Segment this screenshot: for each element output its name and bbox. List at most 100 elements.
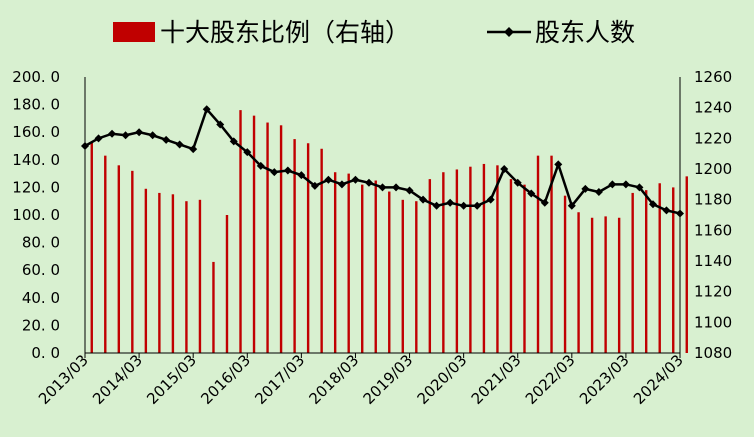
left-y-tick-label: 200. 0 [12, 68, 60, 86]
line-point [621, 180, 630, 189]
line-point [378, 183, 387, 192]
legend-line-label: 股东人数 [535, 18, 635, 47]
left-y-tick-label: 180. 0 [12, 96, 60, 114]
bar [577, 212, 580, 353]
left-y-tick-label: 100. 0 [12, 206, 60, 224]
bar [401, 199, 404, 353]
bar [117, 165, 121, 353]
left-y-tick-label: 160. 0 [12, 123, 60, 141]
x-tick-label: 2021/03 [468, 351, 525, 408]
line-point [432, 201, 441, 210]
bar [428, 179, 432, 353]
bar [563, 195, 567, 353]
bar [631, 192, 634, 353]
x-tick-label: 2017/03 [251, 351, 308, 408]
bar [509, 179, 513, 353]
x-tick-label: 2022/03 [522, 351, 579, 408]
line-point [189, 145, 198, 154]
line-point [337, 180, 346, 189]
bar [523, 184, 526, 353]
legend-bar-swatch [113, 22, 155, 42]
bar [293, 139, 296, 353]
line-point [162, 135, 171, 144]
bar [604, 216, 607, 353]
bar [212, 261, 215, 353]
line-point [676, 209, 684, 218]
bar [252, 115, 256, 353]
line-point [567, 201, 576, 210]
bar [171, 194, 175, 353]
bar [279, 125, 283, 353]
bar [225, 215, 229, 353]
line-point [527, 189, 536, 198]
bar [482, 163, 486, 353]
x-tick-label: 2023/03 [576, 351, 633, 408]
x-tick-label: 2024/03 [630, 351, 687, 408]
bar [415, 201, 418, 353]
line-point [500, 165, 509, 173]
bar [496, 165, 499, 353]
left-y-tick-label: 140. 0 [12, 151, 60, 169]
line-point [283, 166, 292, 175]
bar [469, 166, 472, 353]
x-tick-label: 2019/03 [360, 351, 417, 408]
line-point [310, 181, 319, 190]
line-point [148, 131, 157, 140]
x-tick-label: 2020/03 [414, 351, 471, 408]
bar [104, 155, 107, 353]
line-point [135, 128, 144, 137]
line-point [81, 142, 89, 150]
x-tick-label: 2015/03 [143, 351, 200, 408]
right-y-tick-label: 1080 [694, 344, 732, 362]
right-y-tick-label: 1260 [694, 68, 732, 86]
line-point [608, 180, 617, 189]
bar-series [90, 110, 688, 354]
line-point [473, 201, 482, 210]
line-point [121, 131, 130, 140]
bar [90, 141, 93, 353]
line-point [243, 148, 252, 157]
line-point [419, 195, 428, 204]
bar [617, 217, 621, 353]
bar [644, 190, 648, 353]
x-tick-label: 2014/03 [89, 351, 146, 408]
line-point [635, 183, 644, 192]
axes: 0. 0 20. 0 40. 0 60. 0 80. 0 100. 0 120. 0 140.… [12, 68, 732, 408]
bar [144, 188, 148, 353]
bar [347, 173, 350, 353]
right-y-tick-label: 1180 [694, 191, 732, 209]
bar [185, 201, 188, 353]
line-point [216, 120, 225, 129]
left-y-tick-label: 40. 0 [22, 289, 60, 307]
bar [550, 155, 553, 353]
line-point [581, 184, 590, 193]
line-point [594, 188, 603, 196]
left-y-tick-label: 80. 0 [22, 234, 60, 252]
line-point [256, 161, 265, 170]
line-point [392, 183, 401, 192]
line-point [540, 198, 549, 207]
bar [388, 191, 391, 353]
line-point [229, 137, 238, 146]
right-y-tick-label: 1100 [694, 313, 732, 331]
line-point [405, 186, 414, 195]
right-y-tick-label: 1220 [694, 129, 732, 147]
bar [306, 143, 310, 353]
line-point [486, 195, 495, 204]
line-point [648, 200, 657, 209]
right-y-tick-label: 1200 [694, 160, 732, 178]
left-y-tick-label: 60. 0 [22, 261, 60, 279]
line-point [324, 175, 333, 184]
right-y-tick-label: 1120 [694, 283, 732, 301]
bar [266, 122, 269, 353]
bar [158, 192, 161, 353]
legend-bar-label: 十大股东比例（右轴） [160, 18, 410, 47]
line-path [84, 106, 681, 215]
right-y-tick-label: 1160 [694, 221, 732, 239]
line-point [297, 171, 306, 180]
right-y-tick-label: 1240 [694, 99, 732, 117]
bar [658, 183, 661, 353]
bar [333, 172, 337, 353]
bar [320, 148, 323, 353]
